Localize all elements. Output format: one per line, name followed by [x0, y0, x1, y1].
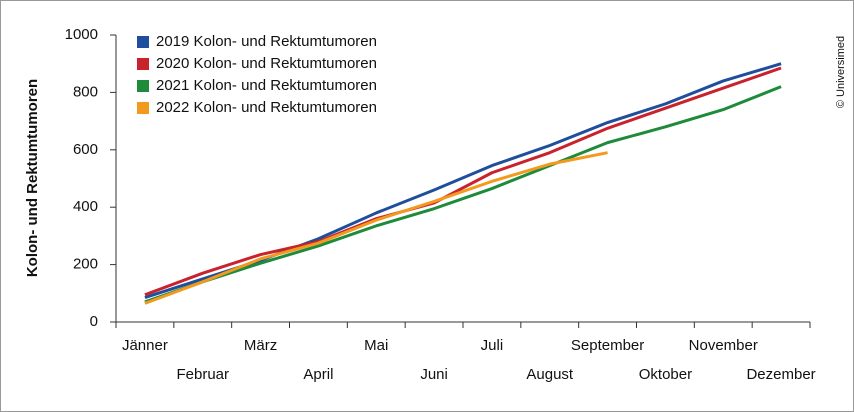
x-tick-label: März [244, 337, 277, 354]
y-tick-label: 1000 [65, 26, 98, 43]
x-tick-label: Juli [481, 337, 504, 354]
x-tick-label: Dezember [746, 366, 815, 383]
legend-swatch [137, 102, 149, 114]
legend-label: 2020 Kolon- und Rektumtumoren [156, 55, 377, 72]
x-tick-label: Jänner [122, 337, 168, 354]
credit: © Universimed [835, 36, 847, 108]
series-line [144, 151, 608, 305]
x-tick-label: August [526, 366, 574, 383]
x-tick-label: Oktober [639, 366, 692, 383]
x-tick-label: April [303, 366, 333, 383]
y-tick-label: 400 [73, 198, 98, 215]
legend-label: 2019 Kolon- und Rektumtumoren [156, 33, 377, 50]
legend-label: 2021 Kolon- und Rektumtumoren [156, 77, 377, 94]
x-tick-label: September [571, 337, 644, 354]
y-axis-label: Kolon- und Rektumtumoren [24, 79, 41, 277]
y-tick-label: 800 [73, 83, 98, 100]
series-line [144, 66, 782, 297]
x-tick-label: November [689, 337, 758, 354]
x-tick-label: Mai [364, 337, 388, 354]
legend-swatch [137, 80, 149, 92]
y-tick-label: 200 [73, 256, 98, 273]
legend-swatch [137, 36, 149, 48]
series-line [144, 85, 782, 304]
y-tick-label: 600 [73, 141, 98, 158]
legend-swatch [137, 58, 149, 70]
legend-label: 2022 Kolon- und Rektumtumoren [156, 99, 377, 116]
x-tick-label: Februar [176, 366, 229, 383]
y-tick-label: 0 [90, 313, 98, 330]
x-tick-label: Juni [420, 366, 448, 383]
